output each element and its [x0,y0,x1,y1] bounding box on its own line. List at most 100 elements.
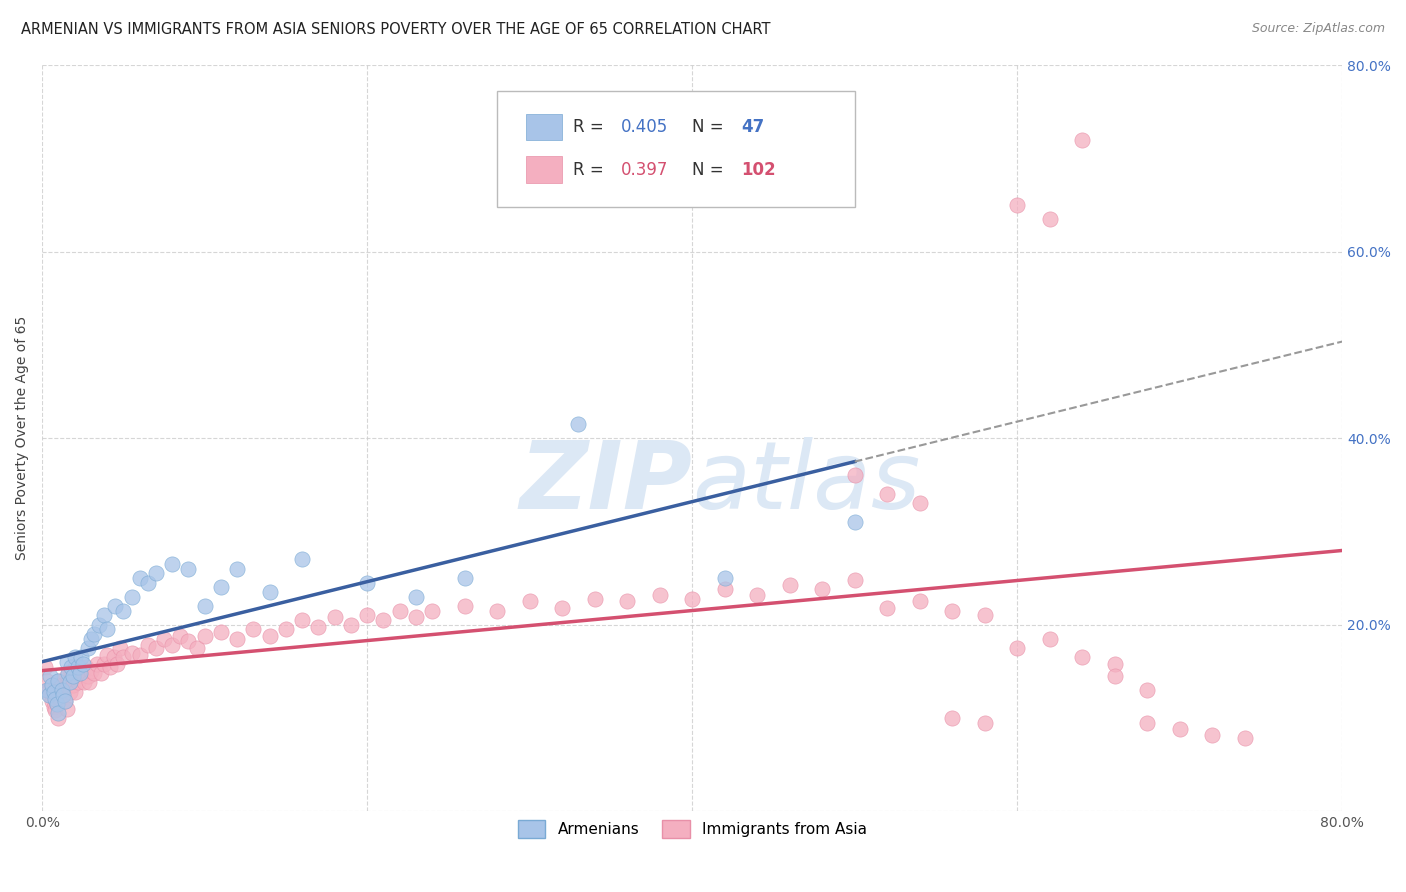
Point [973,715,995,730]
Point [145,640,167,655]
Point [73,675,96,690]
Point [356,575,378,590]
Point [41,678,63,692]
FancyBboxPatch shape [498,91,855,207]
Point [681,591,703,606]
Point [1071,650,1094,665]
Point [48,711,70,725]
Point [567,417,589,432]
Point [519,594,541,608]
Point [194,599,217,613]
Point [104,599,127,613]
Point [58,675,80,690]
Point [45,697,67,711]
Text: R =: R = [572,118,609,136]
Point [973,608,995,623]
Point [121,590,143,604]
Point [96,623,118,637]
Point [486,604,509,618]
Point [259,629,281,643]
Point [100,659,122,673]
Point [1201,728,1223,742]
Point [169,629,191,643]
Point [38,682,60,697]
Point [583,591,606,606]
Point [209,580,232,594]
Point [45,697,67,711]
Point [811,582,834,597]
Point [779,578,801,592]
Point [48,706,70,721]
Point [648,588,671,602]
Point [59,675,82,690]
Point [259,585,281,599]
Point [86,657,108,671]
Point [226,632,249,646]
Text: ARMENIAN VS IMMIGRANTS FROM ASIA SENIORS POVERTY OVER THE AGE OF 65 CORRELATION : ARMENIAN VS IMMIGRANTS FROM ASIA SENIORS… [21,22,770,37]
Point [63,650,86,665]
Point [308,619,330,633]
Point [908,594,931,608]
FancyBboxPatch shape [526,156,562,183]
Point [388,604,411,618]
Point [52,688,75,702]
Point [55,655,77,669]
Point [75,659,97,673]
Point [60,666,83,681]
Point [51,682,73,697]
Point [108,640,131,655]
Point [42,699,65,714]
Point [454,599,477,613]
Point [844,573,866,587]
Point [62,678,84,692]
Point [1039,632,1062,646]
Point [1233,731,1256,746]
Point [274,623,297,637]
Text: 47: 47 [741,118,765,136]
Point [39,669,62,683]
Point [48,673,70,688]
Point [177,634,200,648]
Point [242,623,264,637]
Point [454,571,477,585]
Text: N =: N = [692,118,730,136]
Point [34,659,56,673]
Point [51,678,73,692]
Point [70,650,93,665]
Point [876,600,898,615]
Point [80,665,103,679]
Point [373,613,395,627]
Point [38,688,60,702]
Point [60,659,83,673]
Point [76,640,98,655]
Point [55,701,77,715]
Point [186,640,208,655]
Point [87,617,110,632]
Point [616,594,638,608]
Point [713,571,735,585]
Point [59,685,82,699]
Point [1039,211,1062,226]
Point [72,666,94,681]
Point [1007,198,1029,212]
Point [112,650,135,665]
Point [1136,715,1159,730]
Point [35,682,58,697]
Point [39,688,62,702]
Point [80,632,103,646]
Point [65,669,87,683]
Point [226,562,249,576]
Point [291,552,314,566]
Point [93,608,115,623]
Text: ZIP: ZIP [519,437,692,529]
Point [136,575,159,590]
Point [63,659,86,673]
Point [194,629,217,643]
Point [62,669,84,683]
Point [160,557,183,571]
Point [96,648,118,662]
Point [713,582,735,597]
Point [876,487,898,501]
Point [128,571,150,585]
Point [121,646,143,660]
